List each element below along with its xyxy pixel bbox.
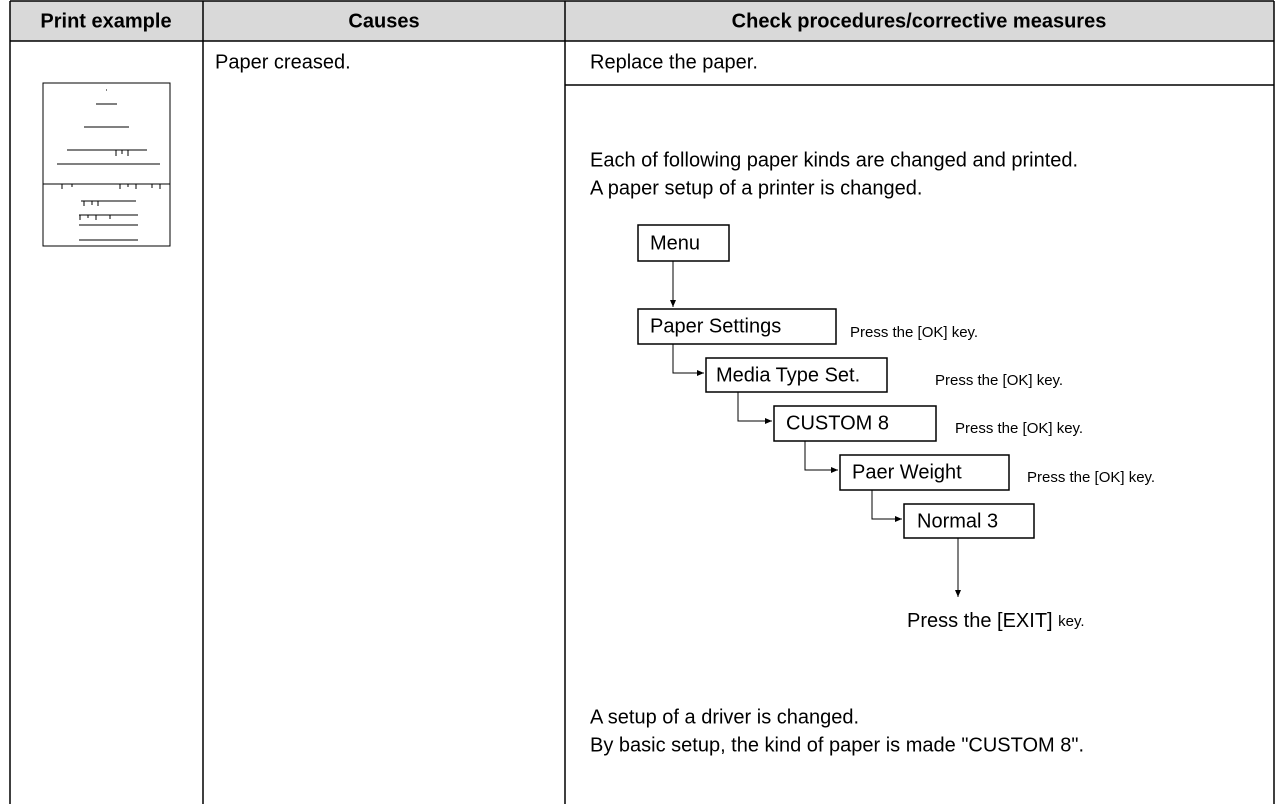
measure-text: A setup of a driver is changed.: [590, 706, 859, 728]
exit-instruction: Press the [EXIT] key.: [907, 610, 1085, 632]
measure-text: A paper setup of a printer is changed.: [590, 177, 922, 199]
node-note: Press the [OK] key.: [955, 420, 1083, 437]
measure-text: Each of following paper kinds are change…: [590, 149, 1078, 171]
measure-text: By basic setup, the kind of paper is mad…: [590, 734, 1084, 756]
cause-text: Paper creased.: [215, 51, 351, 73]
node-label: Paper Settings: [650, 315, 781, 337]
exit-text: Press the [EXIT]: [907, 610, 1053, 632]
print-example-icon: [42, 82, 171, 247]
table-grid: [9, 0, 1275, 804]
exit-key: key.: [1058, 613, 1084, 630]
header-cell: Causes: [348, 10, 419, 32]
header-cell: Check procedures/corrective measures: [732, 10, 1107, 32]
menu-diagram: Menu Paper Settings Press the [OK] key. …: [637, 224, 1155, 632]
header-bg: [10, 1, 1274, 41]
node-label: Menu: [650, 232, 700, 254]
node-note: Press the [OK] key.: [1027, 469, 1155, 486]
measure-text: Replace the paper.: [590, 51, 758, 73]
node-note: Press the [OK] key.: [850, 324, 978, 341]
node-label: Media Type Set.: [716, 364, 860, 386]
node-label: CUSTOM 8: [786, 412, 889, 434]
node-label: Normal 3: [917, 510, 998, 532]
node-label: Paer Weight: [852, 461, 962, 483]
header-cell: Print example: [40, 10, 171, 32]
node-note: Press the [OK] key.: [935, 372, 1063, 389]
